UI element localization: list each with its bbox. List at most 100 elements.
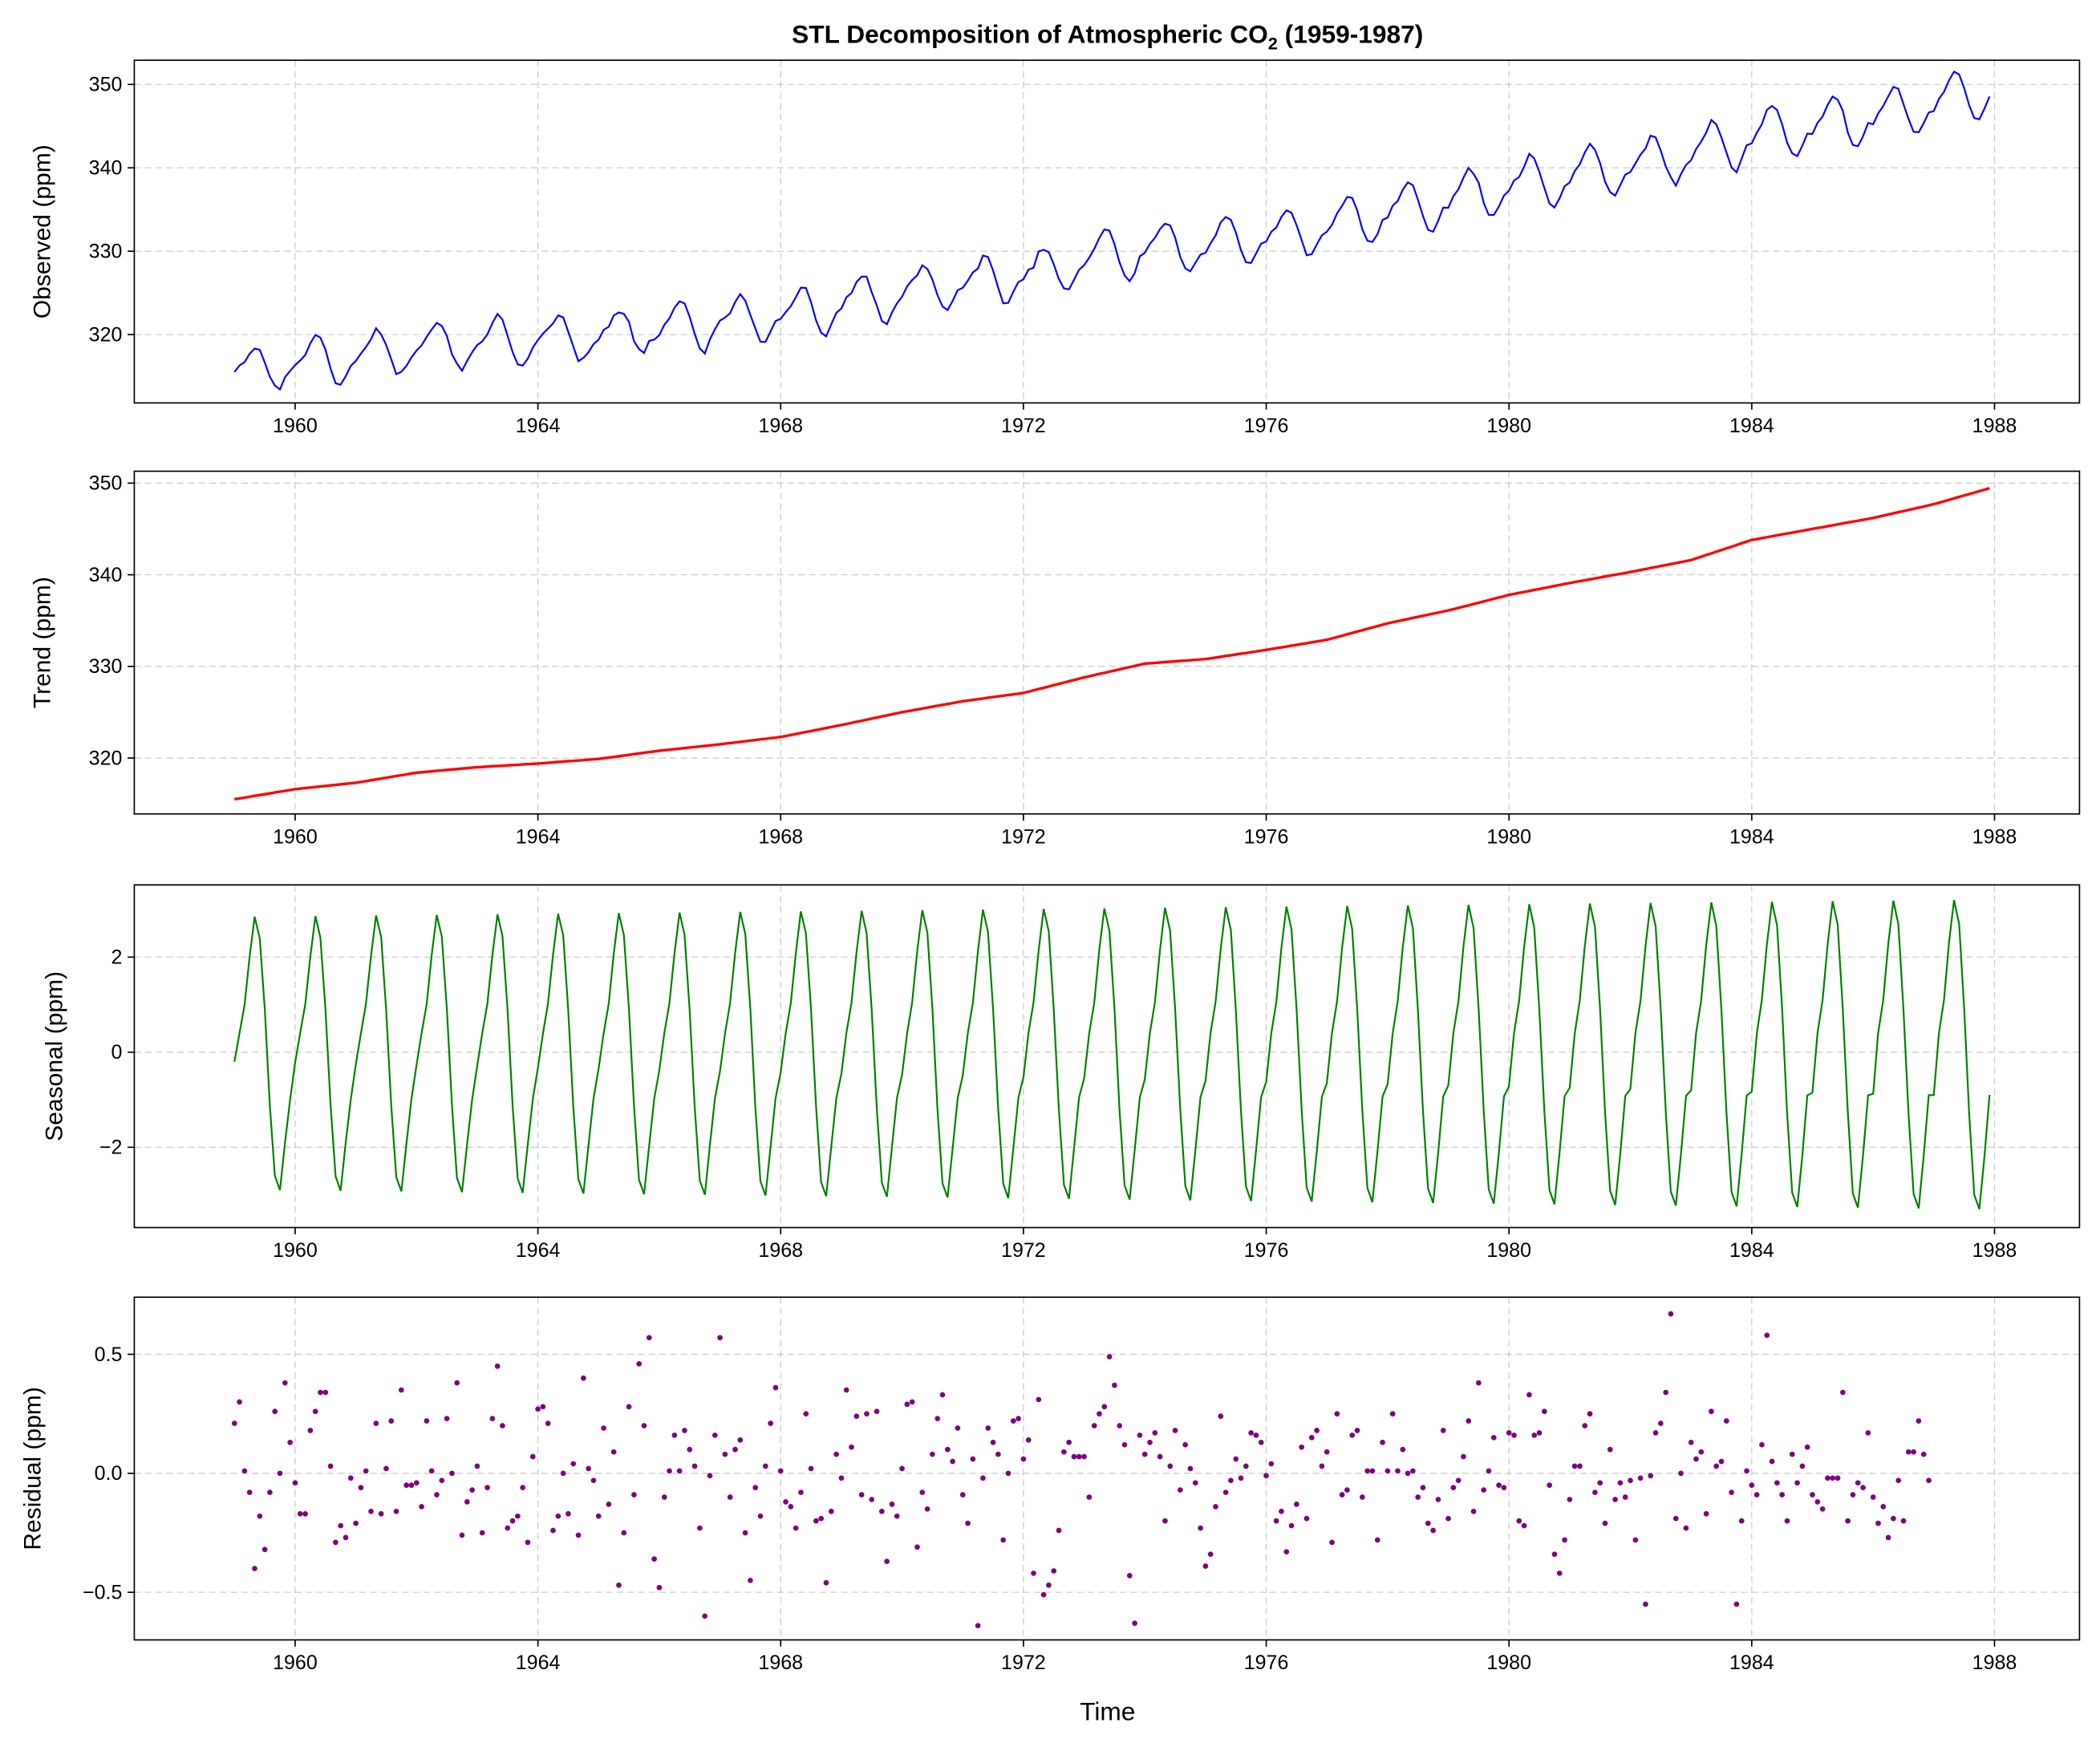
- residual-point: [1450, 1485, 1457, 1490]
- residual-point: [1501, 1485, 1507, 1490]
- residual-point: [1466, 1418, 1472, 1424]
- residual-point: [631, 1492, 637, 1498]
- residual-point: [1855, 1480, 1861, 1486]
- y-tick-label: 340: [89, 564, 123, 586]
- residual-point: [540, 1404, 546, 1410]
- residual-point: [777, 1468, 784, 1474]
- residual-point: [853, 1413, 860, 1419]
- residual-point: [1440, 1428, 1446, 1433]
- residual-point: [1364, 1468, 1370, 1474]
- residual-point: [252, 1566, 257, 1571]
- residual-point: [1526, 1392, 1532, 1398]
- residual-point: [1749, 1482, 1755, 1488]
- residual-point: [742, 1530, 748, 1536]
- residual-point: [1405, 1470, 1411, 1477]
- panel-residual: 1960 1964 1968 1972 1976 1980 1984 1988 −0.5 0.0 0…: [20, 1296, 2081, 1674]
- residual-point: [874, 1409, 880, 1414]
- residual-point: [1319, 1463, 1325, 1469]
- residual-point: [798, 1490, 804, 1495]
- residual-point: [1299, 1444, 1305, 1450]
- residual-point: [444, 1416, 450, 1421]
- residual-point: [1911, 1449, 1916, 1455]
- residual-point: [1126, 1573, 1133, 1579]
- y-tick-label: 2: [111, 946, 122, 969]
- residual-point: [1198, 1525, 1203, 1531]
- residual-point: [1668, 1311, 1674, 1317]
- residual-point: [413, 1480, 420, 1486]
- residual-point: [1425, 1520, 1431, 1526]
- residual-point: [1643, 1601, 1648, 1607]
- residual-point: [1081, 1453, 1087, 1460]
- residual-point: [449, 1470, 455, 1477]
- plot-frame: [133, 59, 2081, 404]
- residual-point: [616, 1582, 622, 1588]
- residual-point: [884, 1559, 890, 1564]
- residual-point: [231, 1421, 237, 1426]
- x-tick-label: 1988: [1972, 1652, 2017, 1674]
- panel-trend: 1960 1964 1968 1972 1976 1980 1984 1988 320 330 34…: [29, 470, 2081, 848]
- residual-point: [388, 1418, 395, 1424]
- residual-point: [869, 1497, 875, 1502]
- residual-point: [1774, 1480, 1780, 1486]
- residual-point: [702, 1613, 707, 1619]
- residual-point: [833, 1451, 839, 1457]
- y-axis-label: Seasonal (ppm): [41, 971, 67, 1141]
- residual-point: [793, 1525, 799, 1531]
- residual-point: [1218, 1413, 1224, 1419]
- residual-point: [1865, 1430, 1871, 1436]
- residual-point: [610, 1449, 617, 1455]
- residual-point: [500, 1423, 505, 1429]
- residual-point: [1810, 1492, 1815, 1498]
- residual-point: [1031, 1571, 1036, 1576]
- residual-point: [580, 1375, 586, 1381]
- residual-point: [1349, 1432, 1356, 1438]
- y-tick-label: 0.5: [95, 1344, 123, 1366]
- residual-point: [889, 1502, 895, 1507]
- residual-point: [545, 1421, 551, 1426]
- residual-point: [1804, 1444, 1810, 1450]
- residual-point: [1567, 1497, 1573, 1502]
- residual-point: [509, 1518, 516, 1524]
- residual-point: [823, 1579, 829, 1586]
- residual-point: [975, 1623, 981, 1629]
- residual-point: [1253, 1432, 1259, 1438]
- residual-point: [1632, 1537, 1639, 1543]
- residual-point: [1779, 1492, 1786, 1498]
- residual-point: [1481, 1487, 1487, 1493]
- y-tick-label: 320: [89, 323, 123, 346]
- residual-point: [1344, 1487, 1350, 1493]
- residual-point: [353, 1520, 359, 1526]
- residual-point: [1521, 1522, 1527, 1529]
- x-tick-label: 1964: [516, 1239, 561, 1262]
- y-axis-label: Residual (ppm): [20, 1387, 47, 1550]
- residual-point: [1916, 1418, 1922, 1424]
- residual-point: [1046, 1582, 1052, 1588]
- residual-point: [919, 1490, 926, 1495]
- residual-point: [980, 1475, 986, 1482]
- residual-point: [1071, 1453, 1077, 1460]
- residual-point: [1819, 1506, 1826, 1512]
- residual-point: [494, 1363, 501, 1369]
- x-tick-label: 1984: [1729, 1652, 1774, 1674]
- residual-point: [1106, 1354, 1113, 1360]
- x-tick-label: 1964: [516, 1652, 561, 1674]
- seasonal-series-line: [233, 899, 1991, 1210]
- residual-point: [1637, 1475, 1644, 1482]
- residual-point: [1926, 1477, 1932, 1484]
- residual-point: [1076, 1453, 1082, 1460]
- residual-point: [783, 1499, 789, 1505]
- residual-point: [1162, 1518, 1168, 1524]
- residual-point: [1470, 1508, 1477, 1514]
- residual-point: [1137, 1432, 1143, 1438]
- residual-point: [1658, 1421, 1664, 1426]
- residual-point: [1238, 1475, 1244, 1482]
- residual-point: [788, 1503, 794, 1510]
- residual-point: [803, 1411, 809, 1417]
- residual-point: [1744, 1468, 1749, 1474]
- residual-point: [1308, 1434, 1315, 1441]
- residual-point: [343, 1534, 349, 1541]
- residual-point: [1703, 1510, 1709, 1517]
- y-tick-label: 330: [89, 655, 123, 678]
- residual-point: [570, 1461, 577, 1467]
